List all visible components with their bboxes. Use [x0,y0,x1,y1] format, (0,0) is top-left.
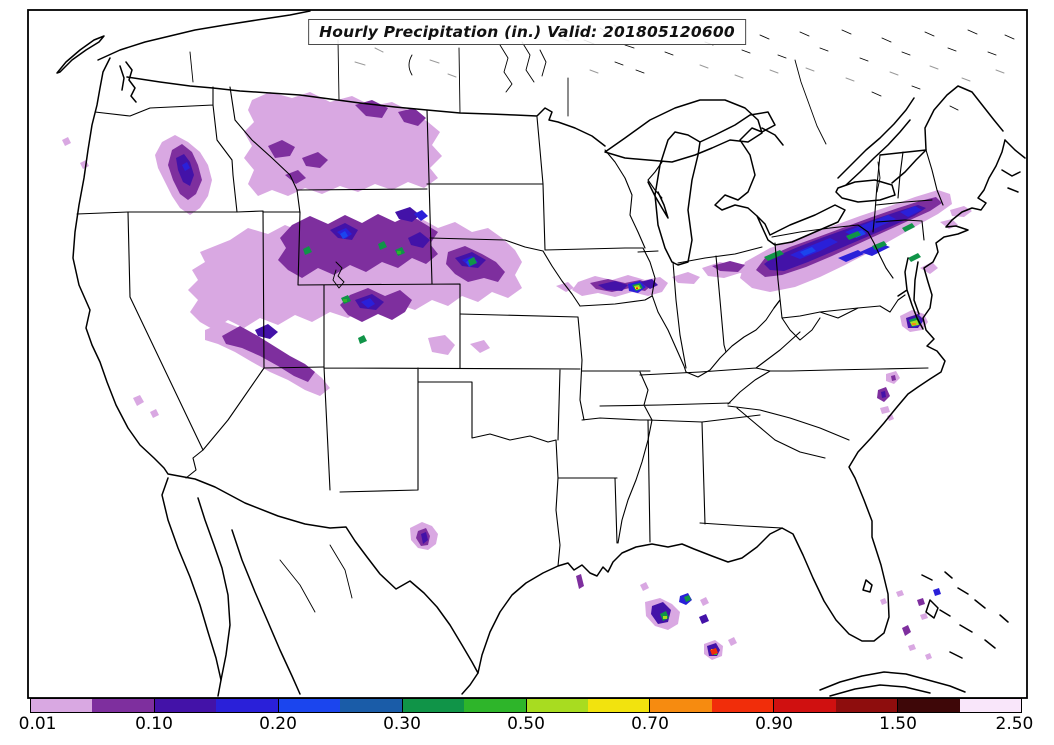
colorbar-segment [897,699,960,712]
colorbar-tick-label: 0.70 [631,714,669,734]
colorbar-tick-label: 1.50 [879,714,917,734]
colorbar-segment [464,699,526,712]
colorbar-tick-label: 2.50 [995,714,1034,734]
colorbar-segment [587,699,650,712]
colorbar-segment [401,699,465,712]
colorbar-segment [649,699,712,712]
colorbar-segment [835,699,898,712]
colorbar-tick-label: 0.01 [18,714,57,734]
colorbar [30,698,1022,713]
state-borders [76,86,944,567]
colorbar-segment [153,699,217,712]
colorbar-segment [92,699,154,712]
colorbar-segment [711,699,774,712]
colorbar-segment [773,699,836,712]
plot-border [27,9,1028,699]
colorbar-tick-label: 0.30 [383,714,421,734]
us-coastline [72,57,1006,674]
colorbar-segment [277,699,341,712]
colorbar-tick-label: 0.50 [507,714,545,734]
colorbar-segment [31,699,93,712]
colorbar-tick-label: 0.20 [259,714,297,734]
map-title: Hourly Precipitation (in.) Valid: 201805… [319,23,735,41]
colorbar-segment [340,699,402,712]
mexico-borders [161,477,1009,697]
title-box: Hourly Precipitation (in.) Valid: 201805… [308,19,746,45]
colorbar-tick-label: 0.90 [755,714,793,734]
colorbar-segment [525,699,588,712]
colorbar-segment [216,699,278,712]
colorbar-labels: 0.01 0.10 0.20 0.30 0.50 0.70 0.90 1.50 2.50 [19,714,1034,738]
colorbar-tick-label: 0.10 [135,714,173,734]
canada-borders [56,10,1026,193]
colorbar-segment [959,699,1021,712]
